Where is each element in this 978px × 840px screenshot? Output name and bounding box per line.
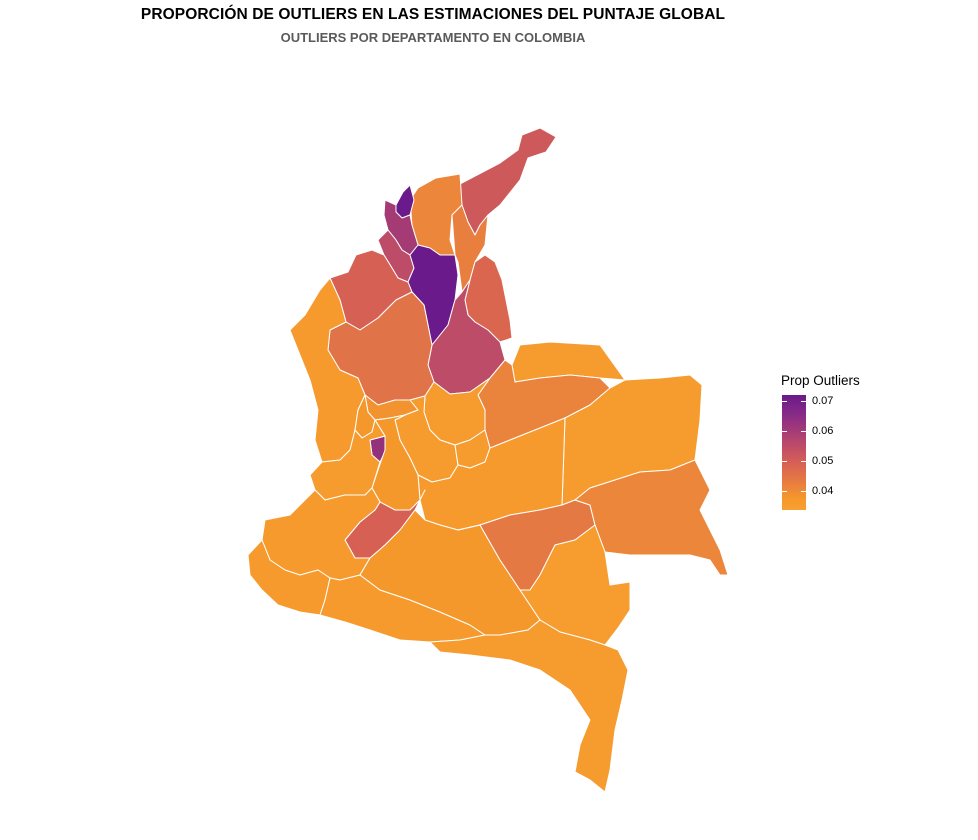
legend-tick-mark <box>801 431 806 432</box>
legend-tick-mark <box>801 491 806 492</box>
department-guainía <box>574 459 729 576</box>
legend-tick-mark <box>801 401 806 402</box>
legend-title: Prop Outliers <box>781 373 860 388</box>
map-subtitle: OUTLIERS POR DEPARTAMENTO EN COLOMBIA <box>280 30 586 45</box>
map-title: PROPORCIÓN DE OUTLIERS EN LAS ESTIMACION… <box>140 6 726 23</box>
department-la-guajira <box>457 127 557 236</box>
legend-tick-label: 0.05 <box>812 455 834 467</box>
legend-tick-mark <box>801 461 806 462</box>
legend-color-bar <box>782 395 806 510</box>
legend-tick-mark <box>782 401 787 402</box>
legend-tick-mark <box>782 431 787 432</box>
legend-tick-label: 0.04 <box>812 485 834 497</box>
legend: Prop Outliers 0.07 0.06 0.05 0.04 <box>781 373 901 510</box>
legend-tick-label: 0.06 <box>812 425 834 437</box>
legend-tick-label: 0.07 <box>812 395 834 407</box>
department-amazonas <box>429 619 629 793</box>
legend-tick-mark <box>782 491 787 492</box>
legend-tick-mark <box>782 461 787 462</box>
